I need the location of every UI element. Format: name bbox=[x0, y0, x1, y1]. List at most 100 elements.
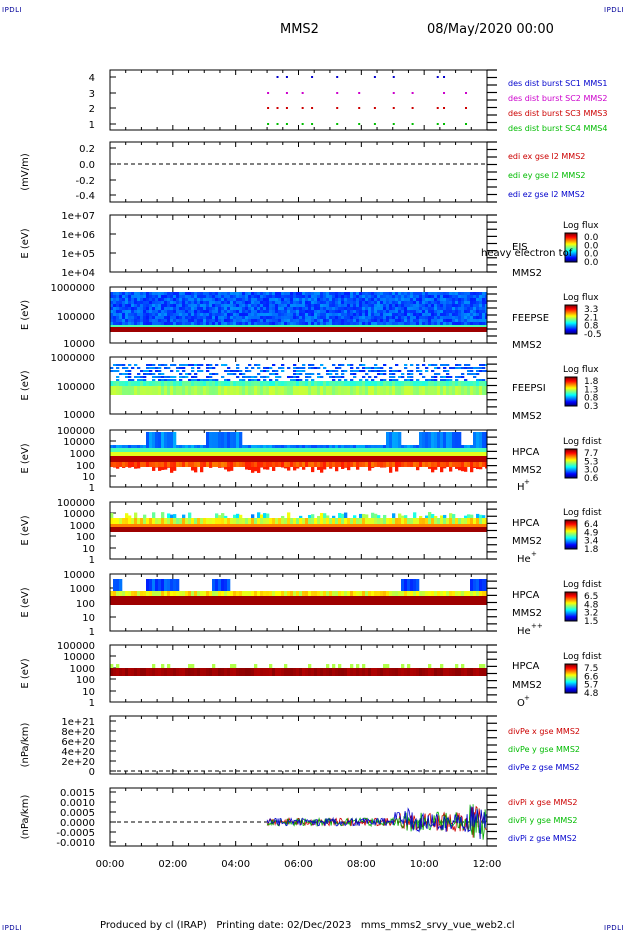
spectrogram-cell bbox=[155, 316, 159, 319]
spectrogram-cell bbox=[197, 307, 201, 310]
spectrogram-cell bbox=[266, 527, 270, 532]
spectrogram-cell bbox=[272, 448, 276, 452]
spectrogram-cell bbox=[335, 591, 339, 596]
spectrogram-cell bbox=[275, 304, 279, 307]
spectrogram-cell bbox=[209, 364, 213, 366]
spectrogram-cell bbox=[242, 313, 246, 316]
spectrogram-cell bbox=[344, 512, 348, 518]
spectrogram-cell bbox=[332, 596, 336, 605]
spectrogram-cell bbox=[353, 319, 357, 322]
spectrogram-cell bbox=[221, 386, 225, 395]
spectrogram-cell bbox=[152, 668, 156, 676]
spectrogram-cell bbox=[185, 591, 189, 596]
spectrogram-cell bbox=[365, 596, 369, 605]
spectrogram-cell bbox=[284, 668, 288, 676]
spectrogram-cell bbox=[251, 313, 255, 316]
spectrogram-cell bbox=[134, 518, 138, 524]
spectrogram-cell bbox=[398, 386, 402, 395]
spectrogram-cell bbox=[398, 527, 402, 532]
spectrogram-cell bbox=[359, 322, 363, 325]
spectrogram-cell bbox=[191, 445, 195, 448]
spectrogram-cell bbox=[314, 313, 318, 316]
spectrogram-cell bbox=[311, 445, 315, 448]
spectrogram-cell bbox=[149, 313, 153, 316]
spectrogram-cell bbox=[176, 319, 180, 322]
spectrogram-cell bbox=[149, 386, 153, 395]
spectrogram-cell bbox=[317, 518, 321, 524]
spectrogram-cell bbox=[266, 518, 270, 524]
spectrogram-cell bbox=[332, 327, 336, 332]
spectrogram-cell bbox=[374, 445, 378, 448]
spectrogram-cell bbox=[257, 304, 261, 307]
spectrogram-cell bbox=[263, 591, 267, 596]
spectrogram-cell bbox=[464, 467, 468, 472]
spectrogram-cell bbox=[155, 376, 159, 378]
spectrogram-cell bbox=[302, 327, 306, 332]
spectrogram-cell bbox=[197, 367, 201, 369]
spectrogram-cell bbox=[278, 304, 282, 307]
spectrogram-cell bbox=[272, 668, 276, 676]
colorbar-cell bbox=[565, 254, 577, 256]
spectrogram-cell bbox=[242, 322, 246, 325]
spectrogram-cell bbox=[221, 307, 225, 310]
spectrogram-cell bbox=[269, 307, 273, 310]
spectrogram-cell bbox=[452, 319, 456, 322]
spectrogram-cell bbox=[437, 292, 441, 295]
spectrogram-cell bbox=[206, 379, 210, 381]
spectrogram-cell bbox=[290, 319, 294, 322]
burst-marker bbox=[373, 107, 376, 109]
spectrogram-cell bbox=[122, 467, 126, 468]
spectrogram-cell bbox=[254, 307, 258, 310]
spectrogram-cell bbox=[317, 448, 321, 452]
spectrogram-cell bbox=[302, 386, 306, 395]
spectrogram-cell bbox=[278, 319, 282, 322]
spectrogram-cell bbox=[203, 327, 207, 332]
spectrogram-cell bbox=[464, 596, 468, 605]
spectrogram-cell bbox=[140, 381, 144, 386]
spectrogram-cell bbox=[419, 518, 423, 524]
spectrogram-cell bbox=[416, 386, 420, 395]
spectrogram-cell bbox=[410, 370, 414, 372]
spectrogram-cell bbox=[479, 325, 483, 327]
spectrogram-cell bbox=[431, 313, 435, 316]
burst-marker bbox=[443, 107, 446, 109]
spectrogram-cell bbox=[194, 304, 198, 307]
spectrogram-cell bbox=[182, 376, 186, 378]
spectrogram-cell bbox=[179, 448, 183, 452]
spectrogram-cell bbox=[278, 527, 282, 532]
spectrogram-cell bbox=[170, 452, 174, 456]
spectrogram-cell bbox=[287, 367, 291, 369]
spectrogram-cell bbox=[461, 304, 465, 307]
spectrogram-cell bbox=[200, 304, 204, 307]
spectrogram-cell bbox=[389, 367, 393, 369]
spectrogram-cell bbox=[200, 322, 204, 325]
spectrogram-cell bbox=[167, 316, 171, 319]
colorbar-cell bbox=[565, 547, 577, 549]
spectrogram-cell bbox=[365, 319, 369, 322]
spectrogram-cell bbox=[122, 316, 126, 319]
spectrogram-cell bbox=[128, 379, 132, 381]
spectrogram-cell bbox=[122, 313, 126, 316]
colorbar-cell bbox=[565, 306, 577, 309]
spectrogram-cell bbox=[470, 313, 474, 316]
spectrogram-cell bbox=[218, 298, 222, 301]
spectrogram-cell bbox=[479, 524, 483, 527]
spectrogram-cell bbox=[212, 456, 216, 462]
spectrogram-cell bbox=[110, 307, 114, 310]
spectrogram-cell bbox=[347, 668, 351, 676]
spectrogram-cell bbox=[125, 462, 129, 467]
spectrogram-cell bbox=[299, 445, 303, 448]
spectrogram-cell bbox=[119, 325, 123, 327]
spectrogram-cell bbox=[110, 292, 114, 295]
spectrogram-cell bbox=[338, 524, 342, 527]
spectrogram-cell bbox=[446, 298, 450, 301]
spectrogram-cell bbox=[404, 379, 408, 381]
spectrogram-cell bbox=[209, 467, 213, 468]
spectrogram-cell bbox=[356, 386, 360, 395]
spectrogram-cell bbox=[407, 381, 411, 386]
spectrogram-cell bbox=[332, 316, 336, 319]
spectrogram-hpca-h bbox=[110, 432, 487, 473]
spectrogram-cell bbox=[293, 381, 297, 386]
spectrogram-cell bbox=[263, 596, 267, 605]
spectrogram-cell bbox=[239, 307, 243, 310]
